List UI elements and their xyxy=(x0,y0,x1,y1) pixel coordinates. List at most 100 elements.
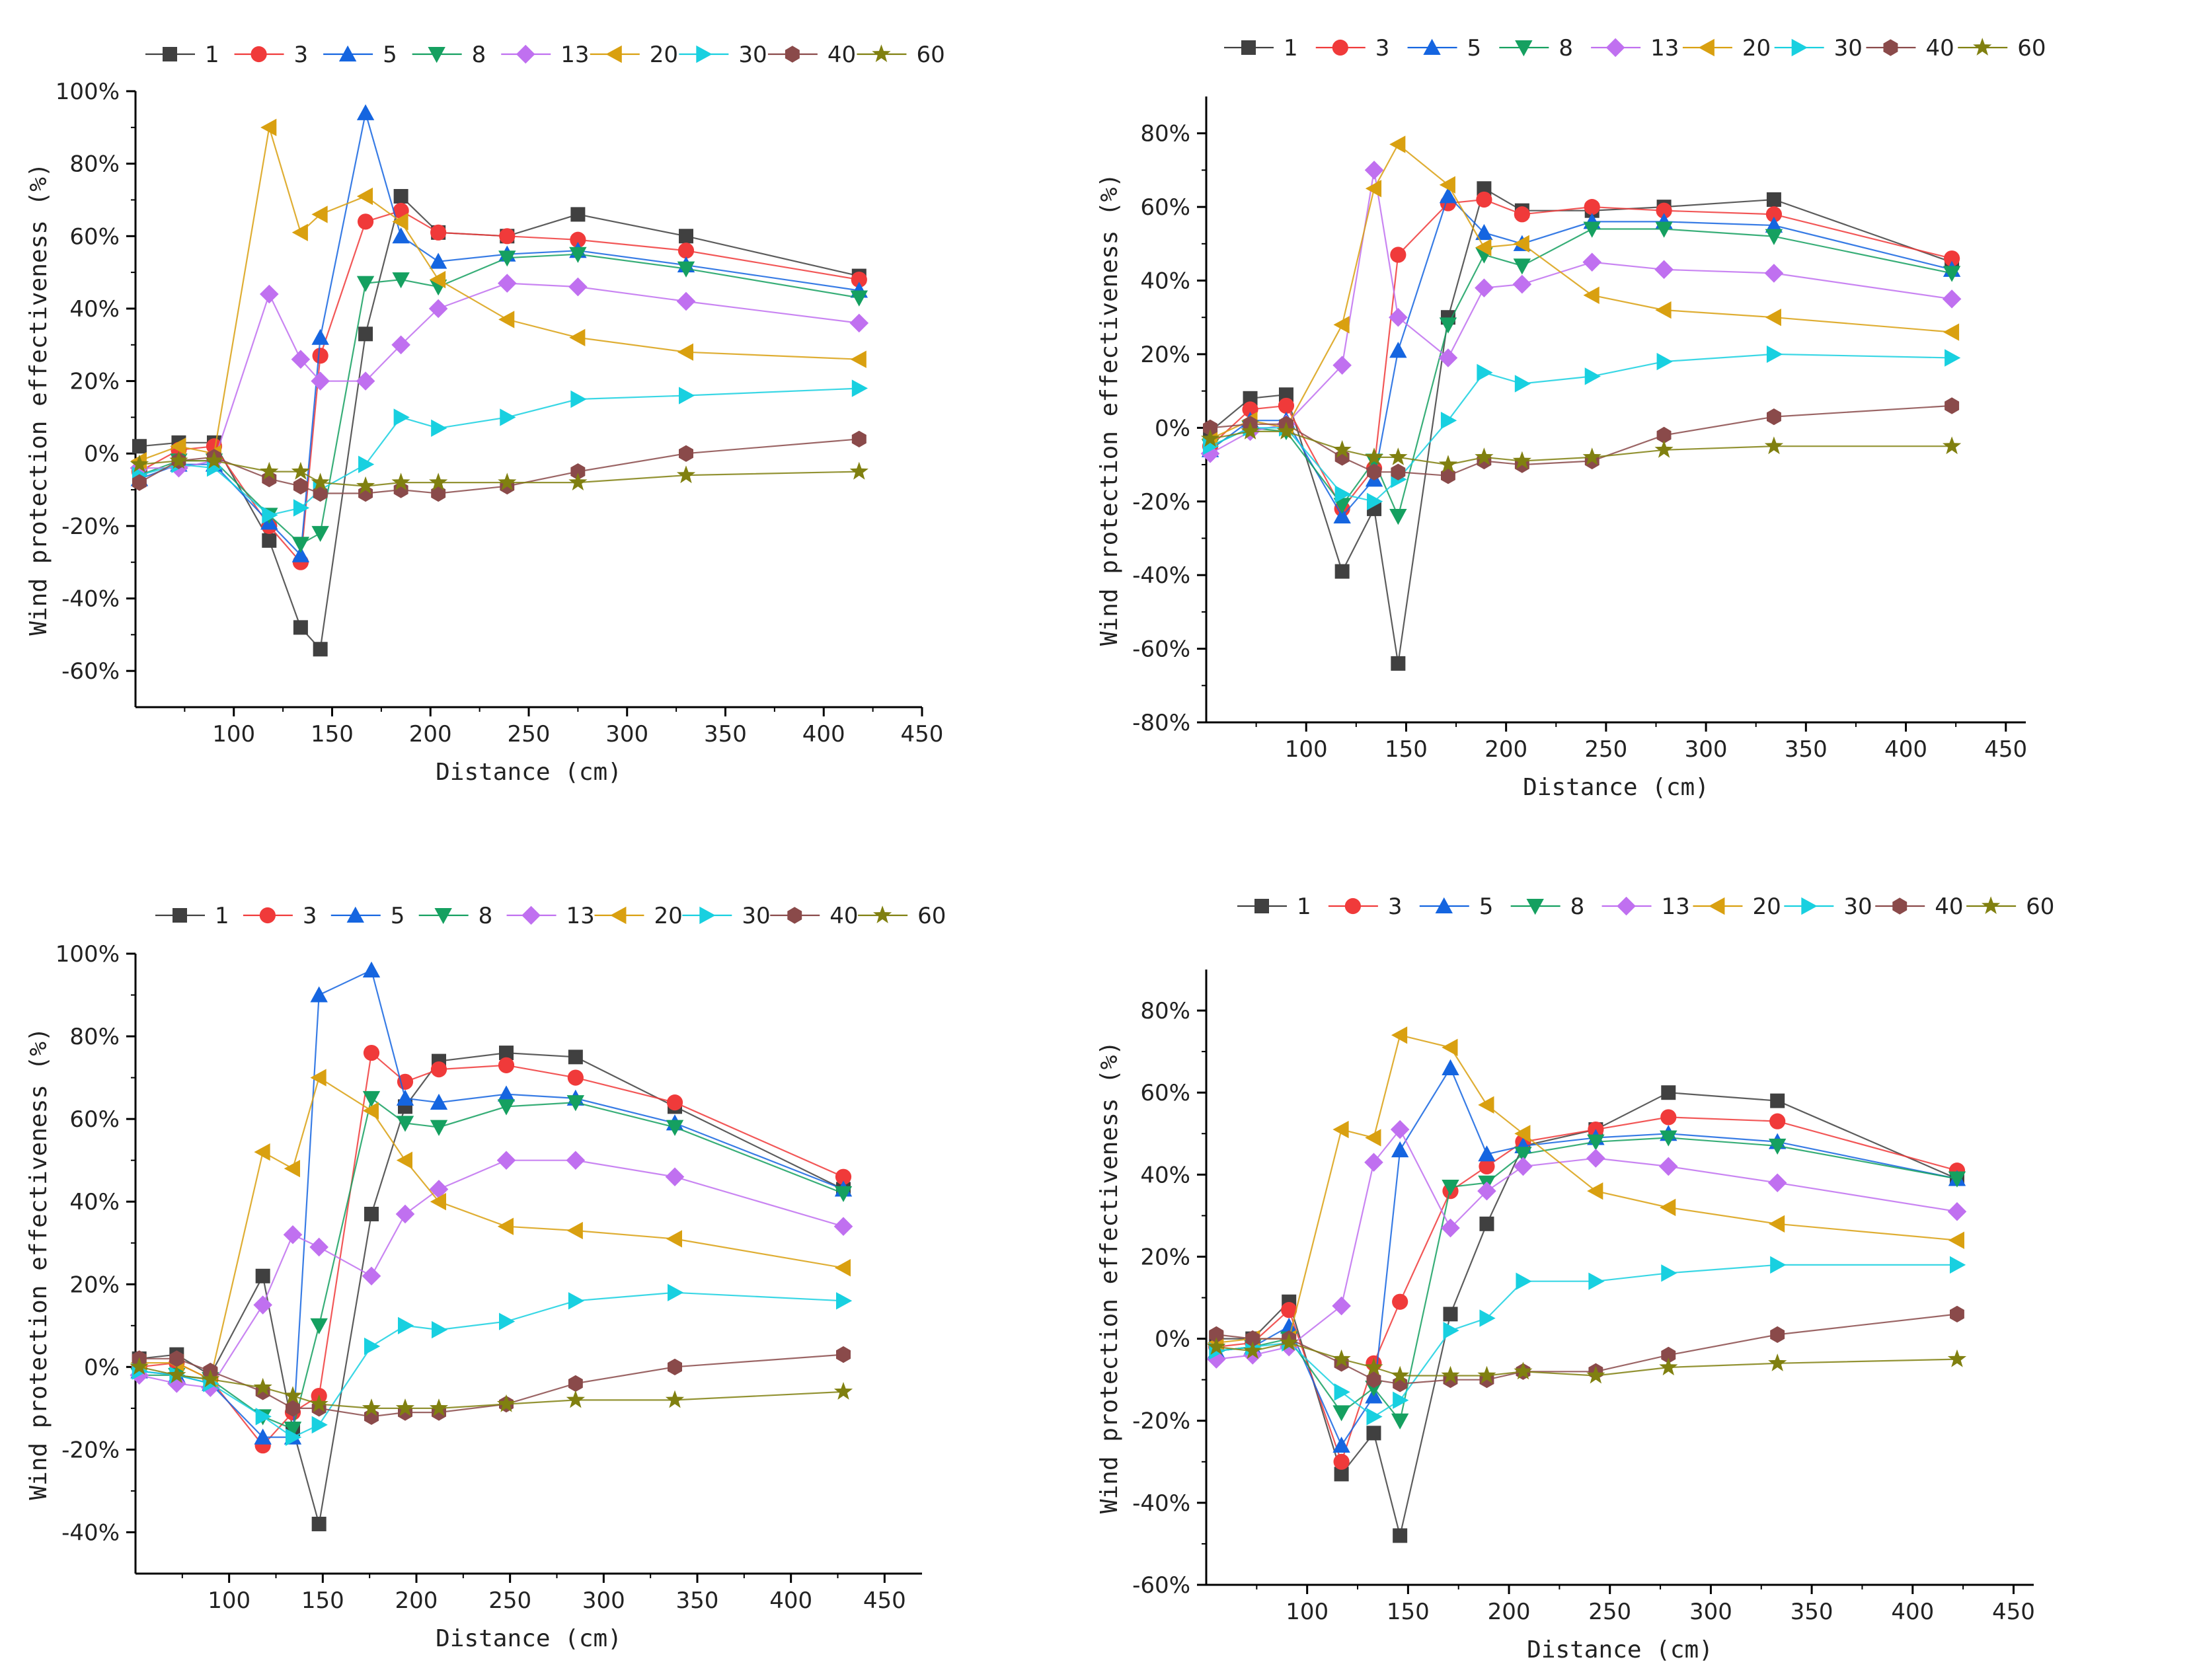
data-point-60 xyxy=(291,461,310,480)
x-tick-label: 350 xyxy=(1791,1599,1833,1625)
series-1 xyxy=(1209,1085,1964,1543)
data-point-40 xyxy=(1770,1326,1785,1343)
series-1 xyxy=(132,188,867,657)
y-tick-label: -40% xyxy=(1132,562,1190,589)
y-tick-label: -20% xyxy=(1132,489,1190,515)
data-point-20 xyxy=(1333,316,1350,334)
series-8 xyxy=(1208,1130,1966,1430)
x-axis-title: Distance (cm) xyxy=(436,759,622,786)
y-tick-label: 0% xyxy=(84,1354,120,1381)
data-point-3 xyxy=(1278,397,1295,414)
data-point-13 xyxy=(1332,356,1352,375)
data-point-3 xyxy=(1242,401,1258,418)
series-line-3 xyxy=(139,210,859,564)
data-point-8 xyxy=(498,250,516,267)
legend-label-3: 3 xyxy=(303,903,317,929)
data-point-13 xyxy=(1767,1173,1787,1193)
data-point-13 xyxy=(1206,1350,1226,1369)
series-line-20 xyxy=(1210,143,1952,440)
data-point-60 xyxy=(1477,1365,1496,1384)
series-line-40 xyxy=(139,1354,844,1418)
data-point-3 xyxy=(1390,247,1407,263)
data-point-13 xyxy=(1364,161,1384,180)
legend-label-1: 1 xyxy=(205,42,219,68)
data-point-8 xyxy=(1514,1147,1532,1163)
data-point-30 xyxy=(1516,1272,1532,1290)
y-tick-label: -60% xyxy=(61,658,120,685)
legend: 1 3 5 8 13 20 30 40 60 xyxy=(1224,35,2046,61)
series-30 xyxy=(1203,345,1961,510)
series-line-60 xyxy=(1210,430,1952,466)
data-point-5 xyxy=(1439,187,1457,204)
data-point-1 xyxy=(1770,1093,1785,1108)
series-20 xyxy=(1208,1026,1964,1352)
data-point-13 xyxy=(1658,1157,1678,1176)
data-point-3 xyxy=(1479,1158,1495,1175)
legend-marker-30 xyxy=(1801,897,1818,915)
series-line-13 xyxy=(1210,170,1952,455)
data-point-8 xyxy=(666,1120,684,1136)
data-point-13 xyxy=(428,299,448,319)
data-point-60 xyxy=(849,461,868,480)
y-tick-label: 20% xyxy=(1140,1244,1190,1270)
y-axis-title: Wind protection effectiveness (%) xyxy=(1098,173,1123,646)
y-tick-label: 40% xyxy=(1140,1162,1190,1188)
data-point-20 xyxy=(254,1143,270,1161)
data-point-30 xyxy=(1393,1391,1409,1409)
x-axis-title: Distance (cm) xyxy=(1527,1636,1713,1663)
data-point-13 xyxy=(568,277,588,297)
data-point-13 xyxy=(260,284,279,304)
data-point-1 xyxy=(1661,1085,1676,1100)
legend-label-3: 3 xyxy=(294,42,309,68)
legend-marker-1 xyxy=(1254,899,1269,913)
data-point-3 xyxy=(1333,1453,1350,1470)
data-point-30 xyxy=(1656,352,1673,371)
legend-label-60: 60 xyxy=(2026,894,2054,920)
data-point-30 xyxy=(255,1408,272,1426)
data-point-8 xyxy=(356,276,375,292)
data-point-8 xyxy=(1439,317,1457,334)
data-point-30 xyxy=(1334,485,1351,503)
data-point-13 xyxy=(833,1217,853,1237)
data-point-8 xyxy=(1332,1405,1350,1422)
data-point-13 xyxy=(1332,1296,1351,1316)
x-tick-label: 450 xyxy=(863,1587,906,1614)
data-point-13 xyxy=(566,1151,586,1170)
data-point-20 xyxy=(1768,1215,1785,1233)
series-5 xyxy=(130,961,853,1445)
data-point-13 xyxy=(1947,1202,1967,1221)
x-tick-label: 200 xyxy=(409,721,452,747)
legend-marker-13 xyxy=(516,44,535,64)
legend-marker-1 xyxy=(173,908,187,923)
data-point-20 xyxy=(170,438,186,455)
data-point-40 xyxy=(286,1400,300,1417)
data-point-20 xyxy=(1513,235,1529,253)
data-point-13 xyxy=(311,371,330,391)
legend-label-5: 5 xyxy=(1467,35,1482,61)
data-point-5 xyxy=(1475,223,1493,241)
data-point-13 xyxy=(395,1204,415,1224)
series-line-60 xyxy=(1216,1342,1958,1377)
data-point-40 xyxy=(169,1350,184,1367)
data-point-30 xyxy=(1584,367,1601,385)
data-point-30 xyxy=(398,1317,414,1334)
data-point-20 xyxy=(1765,309,1781,326)
x-tick-label: 450 xyxy=(1984,736,2027,763)
data-point-60 xyxy=(676,465,696,484)
data-point-3 xyxy=(1943,250,1960,267)
data-point-1 xyxy=(1278,387,1293,402)
data-point-60 xyxy=(1207,1337,1226,1355)
data-point-40 xyxy=(1245,1330,1260,1348)
series-13 xyxy=(1200,161,1962,463)
series-1 xyxy=(132,1046,851,1531)
data-point-40 xyxy=(132,474,147,491)
series-line-1 xyxy=(1210,187,1952,664)
legend-marker-40 xyxy=(787,907,802,924)
data-point-20 xyxy=(1365,1129,1381,1147)
data-point-60 xyxy=(309,1394,328,1412)
legend-marker-1 xyxy=(1241,40,1256,55)
series-line-20 xyxy=(1216,1034,1958,1344)
data-point-60 xyxy=(1586,1365,1605,1384)
data-point-20 xyxy=(284,1159,300,1178)
